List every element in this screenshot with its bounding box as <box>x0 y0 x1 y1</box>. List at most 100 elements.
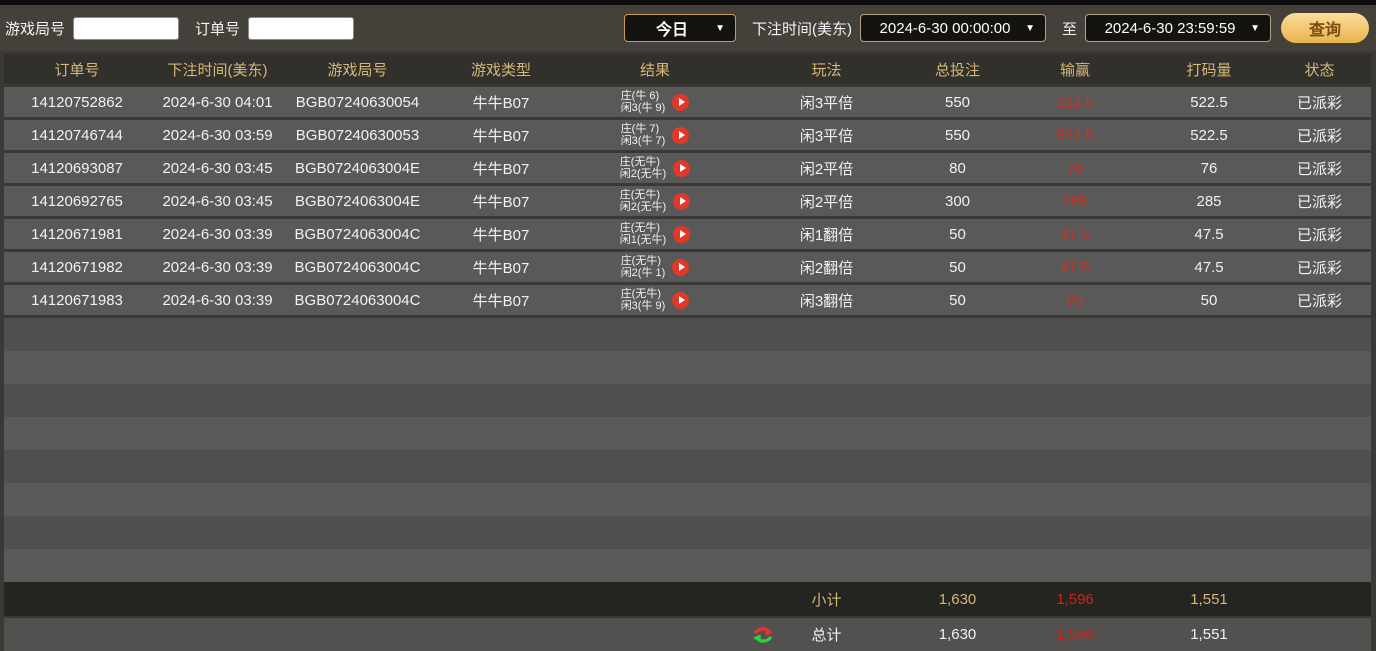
cell-play-type: 闲2翻倍 <box>799 259 854 277</box>
result-player: 闲2(牛 1) <box>620 267 666 279</box>
subtotal-turnover: 1,551 <box>1190 590 1228 608</box>
subtotal-win-loss: 1,596 <box>1056 590 1094 608</box>
chevron-down-icon: ▼ <box>1025 22 1035 34</box>
play-video-icon[interactable] <box>673 192 691 210</box>
cell-blank <box>4 618 150 651</box>
cell-result: 庄(无牛) 闲2(无牛) <box>572 186 738 216</box>
col-header-order-no: 订单号 <box>54 61 100 79</box>
cell-bet-time: 2024-6-30 03:45 <box>162 192 273 210</box>
empty-row <box>4 450 1371 483</box>
cell-bet-time: 2024-6-30 04:01 <box>162 93 273 111</box>
result-player: 闲3(牛 9) <box>620 102 666 114</box>
table-row: 14120693087 2024-6-30 03:45 BGB072406300… <box>4 153 1371 183</box>
col-header-bet-time: 下注时间(美东) <box>167 61 268 79</box>
cell-blank <box>572 618 738 651</box>
result-text: 庄(无牛) 闲2(无牛) <box>620 189 666 213</box>
cell-total-bet: 80 <box>949 159 966 177</box>
table-row: 14120692765 2024-6-30 03:45 BGB072406300… <box>4 186 1371 216</box>
cell-status: 已派彩 <box>1296 292 1342 310</box>
order-no-label: 订单号 <box>195 20 241 38</box>
cell-status: 已派彩 <box>1296 226 1342 244</box>
play-triangle-icon <box>679 230 686 238</box>
cell-round-no: BGB0724063004E <box>294 159 421 177</box>
cell-status: 已派彩 <box>1296 160 1342 178</box>
play-triangle-icon <box>679 197 686 205</box>
result-text: 庄(牛 6) 闲3(牛 9) <box>621 90 666 114</box>
table-row: 14120752862 2024-6-30 04:01 BGB072406300… <box>4 87 1371 117</box>
cell-turnover: 47.5 <box>1194 225 1224 243</box>
to-label: 至 <box>1061 20 1077 38</box>
cell-order-no: 14120693087 <box>31 159 123 177</box>
result-banker: 庄(牛 7) <box>620 123 660 135</box>
cell-win-loss: 285 <box>1062 192 1088 210</box>
end-time-dropdown[interactable]: 2024-6-30 23:59:59 ▼ <box>1085 14 1271 42</box>
col-header-play-type: 玩法 <box>811 61 842 79</box>
bet-records-table: 订单号 下注时间(美东) 游戏局号 游戏类型 结果 玩法 总投注 输赢 打码量 … <box>0 51 1376 651</box>
cell-blank <box>1268 582 1371 616</box>
start-time-dropdown[interactable]: 2024-6-30 00:00:00 ▼ <box>859 14 1046 42</box>
cell-total-bet: 50 <box>949 291 966 309</box>
result-text: 庄(无牛) 闲1(无牛) <box>620 222 666 246</box>
col-header-round-no: 游戏局号 <box>327 61 388 79</box>
chevron-down-icon: ▼ <box>715 22 725 34</box>
chevron-down-icon: ▼ <box>1250 22 1260 34</box>
empty-row <box>4 351 1371 384</box>
cell-blank <box>1268 618 1371 651</box>
cell-result: 庄(无牛) 闲2(牛 1) <box>572 252 738 282</box>
cell-game-type: 牛牛B07 <box>472 226 530 244</box>
col-header-status: 状态 <box>1304 61 1335 79</box>
play-triangle-icon <box>678 296 685 304</box>
date-preset-dropdown[interactable]: 今日 ▼ <box>623 14 736 42</box>
cell-round-no: BGB07240630053 <box>295 126 420 144</box>
cell-win-loss: 95 <box>1066 291 1084 309</box>
subtotal-row: 小计 1,630 1,596 1,551 <box>4 582 1371 616</box>
game-round-input[interactable] <box>73 16 180 40</box>
cell-order-no: 14120692765 <box>31 192 123 210</box>
play-video-icon[interactable] <box>672 291 690 309</box>
cell-play-type: 闲3平倍 <box>799 94 854 112</box>
cell-result: 庄(牛 6) 闲3(牛 9) <box>572 87 738 117</box>
cell-result: 庄(牛 7) 闲3(牛 7) <box>572 120 738 150</box>
empty-row <box>4 483 1371 516</box>
order-no-input[interactable] <box>248 16 355 40</box>
search-button[interactable]: 查询 <box>1281 13 1369 43</box>
table-row: 14120746744 2024-6-30 03:59 BGB072406300… <box>4 120 1371 150</box>
result-player: 闲2(无牛) <box>619 168 667 180</box>
cell-status: 已派彩 <box>1296 127 1342 145</box>
subtotal-label: 小计 <box>811 591 842 609</box>
play-video-icon[interactable] <box>673 225 691 243</box>
cell-bet-time: 2024-6-30 03:59 <box>162 126 273 144</box>
play-video-icon[interactable] <box>672 93 690 111</box>
play-video-icon[interactable] <box>673 159 691 177</box>
cell-game-type: 牛牛B07 <box>472 292 530 310</box>
cell-blank <box>430 618 572 651</box>
cell-win-loss: 76 <box>1066 159 1084 177</box>
play-triangle-icon <box>679 164 686 172</box>
cell-game-type: 牛牛B07 <box>472 127 530 145</box>
cell-blank <box>150 618 285 651</box>
col-header-turnover: 打码量 <box>1186 61 1232 79</box>
end-time-value: 2024-6-30 23:59:59 <box>1104 19 1236 37</box>
play-video-icon[interactable] <box>672 126 690 144</box>
cell-turnover: 522.5 <box>1190 93 1228 111</box>
cell-blank <box>572 582 738 616</box>
cell-game-type: 牛牛B07 <box>472 193 530 211</box>
cell-play-type: 闲3翻倍 <box>799 292 854 310</box>
game-round-label: 游戏局号 <box>5 20 66 38</box>
col-header-game-type: 游戏类型 <box>470 61 531 79</box>
filter-toolbar: 游戏局号 订单号 今日 ▼ 下注时间(美东) 2024-6-30 00:00:0… <box>0 5 1376 51</box>
play-video-icon[interactable] <box>672 258 690 276</box>
grand-total-total-bet: 1,630 <box>938 626 977 643</box>
empty-row <box>4 384 1371 417</box>
empty-row <box>4 318 1371 351</box>
empty-row <box>4 549 1371 582</box>
swap-refresh-icon[interactable] <box>752 626 774 644</box>
col-header-result: 结果 <box>639 61 670 79</box>
cell-result: 庄(无牛) 闲3(牛 9) <box>572 285 738 315</box>
table-row: 14120671981 2024-6-30 03:39 BGB072406300… <box>4 219 1371 249</box>
cell-game-type: 牛牛B07 <box>472 94 530 112</box>
cell-result: 庄(无牛) 闲2(无牛) <box>572 153 738 183</box>
subtotal-total-bet: 1,630 <box>938 590 977 608</box>
cell-status: 已派彩 <box>1296 193 1342 211</box>
cell-bet-time: 2024-6-30 03:39 <box>162 258 273 276</box>
